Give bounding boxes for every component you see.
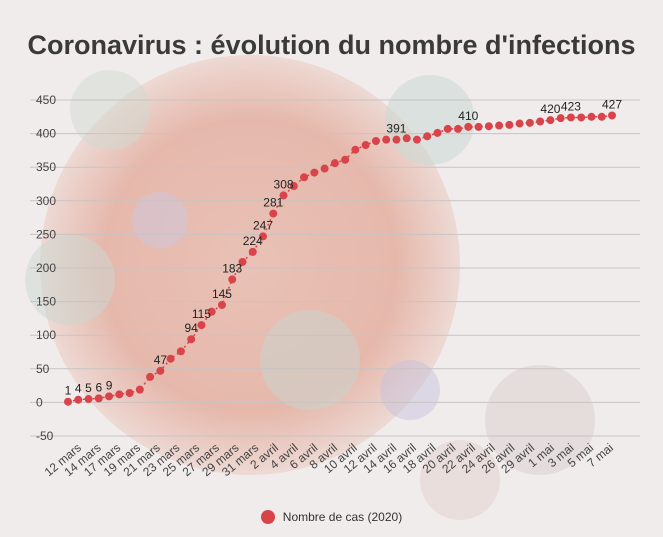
- grid-lines: [30, 99, 640, 437]
- data-label: 47: [154, 353, 168, 367]
- data-label: 145: [212, 287, 232, 301]
- data-point[interactable]: [515, 119, 524, 128]
- data-point[interactable]: [269, 209, 278, 218]
- data-point[interactable]: [248, 247, 257, 256]
- data-point[interactable]: [300, 173, 309, 182]
- data-point[interactable]: [259, 232, 268, 241]
- y-tick-label: 300: [36, 194, 56, 208]
- data-point[interactable]: [464, 122, 473, 131]
- data-label: 281: [263, 196, 283, 210]
- data-point[interactable]: [166, 354, 175, 363]
- data-point[interactable]: [125, 388, 134, 397]
- data-point[interactable]: [454, 124, 463, 133]
- data-point[interactable]: [351, 145, 360, 154]
- data-point[interactable]: [217, 300, 226, 309]
- data-label: 427: [602, 97, 622, 111]
- data-point[interactable]: [156, 366, 165, 375]
- data-label: 410: [458, 109, 478, 123]
- data-point[interactable]: [443, 124, 452, 133]
- data-point[interactable]: [187, 335, 196, 344]
- data-point[interactable]: [289, 182, 298, 191]
- data-point[interactable]: [84, 395, 93, 404]
- data-point[interactable]: [608, 111, 616, 120]
- data-point[interactable]: [228, 275, 237, 284]
- data-label: 183: [222, 261, 242, 275]
- data-point[interactable]: [341, 155, 350, 164]
- data-point[interactable]: [320, 164, 329, 173]
- data-point[interactable]: [392, 135, 401, 144]
- data-label: 420: [540, 102, 560, 116]
- data-point[interactable]: [566, 113, 575, 122]
- chart-title: Coronavirus : évolution du nombre d'infe…: [27, 30, 636, 60]
- data-point[interactable]: [135, 385, 144, 394]
- y-tick-label: 0: [36, 395, 43, 409]
- data-point[interactable]: [238, 257, 247, 266]
- data-label: 224: [243, 234, 263, 248]
- data-point[interactable]: [597, 112, 606, 121]
- data-point[interactable]: [105, 392, 114, 401]
- data-label: 94: [184, 321, 198, 335]
- data-point[interactable]: [382, 135, 391, 144]
- y-tick-label: 50: [36, 362, 50, 376]
- data-label: 423: [561, 99, 581, 113]
- y-axis-ticks: -50 0 50 100 150 200 250 300 350 400 450: [36, 93, 56, 443]
- data-label: 391: [386, 122, 406, 136]
- data-point[interactable]: [115, 390, 124, 399]
- data-label: 4: [75, 382, 82, 396]
- y-tick-label: -50: [36, 429, 54, 443]
- legend-label: Nombre de cas (2020): [282, 510, 403, 524]
- data-point[interactable]: [536, 117, 545, 126]
- data-point[interactable]: [94, 394, 103, 403]
- data-point[interactable]: [310, 168, 319, 177]
- data-point[interactable]: [505, 120, 514, 129]
- data-point[interactable]: [577, 113, 586, 122]
- data-point[interactable]: [525, 118, 534, 127]
- data-point[interactable]: [146, 372, 155, 381]
- data-point[interactable]: [412, 135, 421, 144]
- legend-marker-icon: [260, 510, 275, 524]
- data-point[interactable]: [484, 122, 493, 131]
- legend[interactable]: Nombre de cas (2020): [0, 510, 663, 524]
- data-point[interactable]: [433, 128, 442, 137]
- data-label: 9: [106, 378, 113, 392]
- data-point[interactable]: [587, 112, 596, 121]
- data-point[interactable]: [495, 121, 504, 130]
- data-label: 6: [95, 380, 102, 394]
- data-point[interactable]: [330, 159, 339, 168]
- data-point[interactable]: [556, 114, 565, 123]
- data-point[interactable]: [64, 397, 72, 406]
- data-point[interactable]: [279, 191, 288, 200]
- series-line-layer: [67, 114, 613, 403]
- y-tick-label: 250: [36, 227, 56, 241]
- y-tick-label: 400: [36, 127, 56, 141]
- data-point[interactable]: [197, 321, 206, 330]
- data-point[interactable]: [371, 136, 380, 145]
- data-label: 5: [85, 381, 92, 395]
- data-point[interactable]: [74, 395, 83, 404]
- data-label: 247: [253, 218, 273, 232]
- data-point[interactable]: [474, 122, 483, 131]
- y-tick-label: 350: [36, 160, 56, 174]
- data-point[interactable]: [402, 134, 411, 143]
- y-tick-label: 200: [36, 261, 56, 275]
- data-point[interactable]: [423, 132, 432, 141]
- data-label: 115: [192, 307, 211, 321]
- data-point[interactable]: [207, 307, 216, 316]
- y-tick-label: 450: [36, 93, 56, 107]
- data-label: 308: [274, 177, 294, 191]
- data-point[interactable]: [176, 347, 185, 356]
- y-tick-label: 150: [36, 295, 56, 309]
- data-label: 1: [65, 384, 72, 398]
- series-points: [64, 111, 616, 406]
- data-point[interactable]: [546, 116, 555, 125]
- y-tick-label: 100: [36, 328, 56, 342]
- data-point[interactable]: [361, 141, 370, 150]
- series-line: [67, 114, 613, 403]
